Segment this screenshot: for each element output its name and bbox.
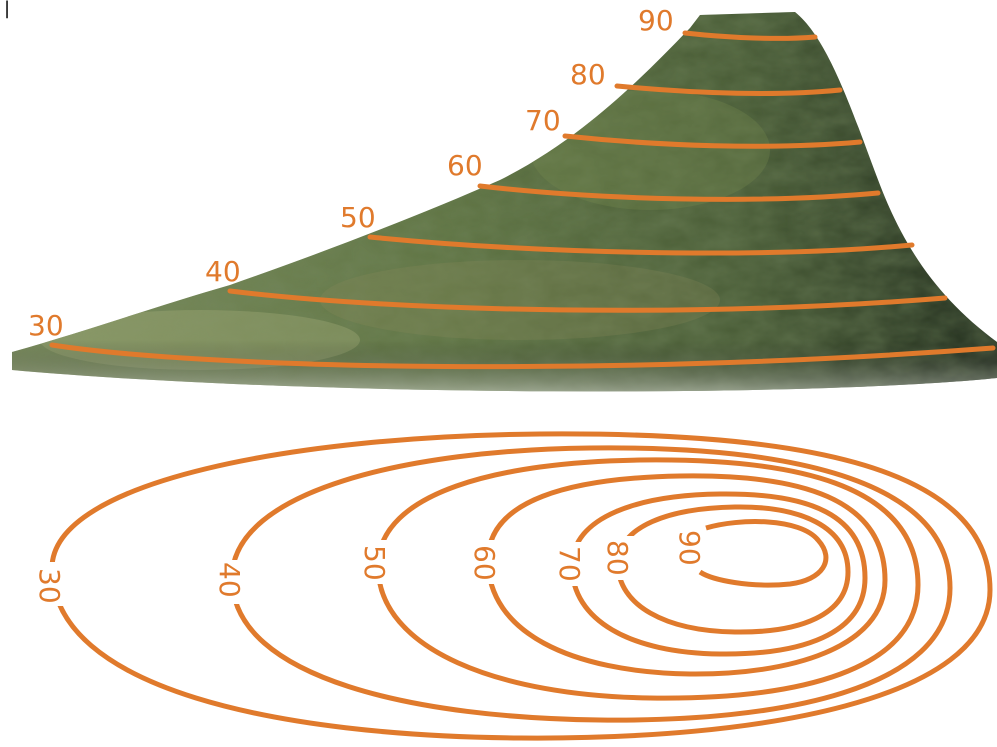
hill-contour-90 [682,30,818,41]
map-label-gap-70 [557,542,587,586]
map-label-90: 90 [673,530,706,566]
map-contour-70 [569,491,868,657]
hill-label-80: 80 [570,58,606,91]
contour-map [49,431,993,741]
hill-label-90: 90 [638,4,674,37]
hill-label-50: 50 [340,201,376,234]
map-label-gap-80 [606,536,636,580]
hill-contour-50 [367,234,915,256]
hill-contour-70 [562,133,863,149]
hill-contour-lines [49,30,996,370]
hill-label-30: 30 [28,309,64,342]
hill-illustration: 30 40 50 60 70 80 90 [12,4,997,392]
hill-contour-80 [614,83,843,96]
hill-labels: 30 40 50 60 70 80 90 [28,4,674,342]
map-contour-40 [229,445,953,723]
map-label-60: 60 [468,545,501,581]
map-contour-50 [375,457,921,701]
map-label-gap-50 [363,540,393,584]
map-label-50: 50 [358,545,391,581]
hill-contour-60 [477,183,881,202]
corner-mark: | [4,0,10,19]
map-contour-90 [698,519,829,588]
map-contour-30 [49,431,993,741]
map-label-gap-40 [217,560,247,604]
map-label-80: 80 [601,540,634,576]
map-contour-60 [485,473,888,677]
hill-label-40: 40 [205,255,241,288]
hill-label-70: 70 [525,104,561,137]
map-label-gap-30 [38,562,68,606]
map-label-70: 70 [553,546,586,582]
hill-contour-30 [49,342,996,370]
map-contour-80 [615,504,851,635]
hill-label-60: 60 [447,149,483,182]
hill-contour-40 [227,288,948,313]
map-labels: 30 40 50 60 70 80 90 [33,530,706,606]
map-label-gap-60 [473,540,503,584]
map-label-40: 40 [213,562,246,598]
map-label-30: 30 [33,568,66,604]
